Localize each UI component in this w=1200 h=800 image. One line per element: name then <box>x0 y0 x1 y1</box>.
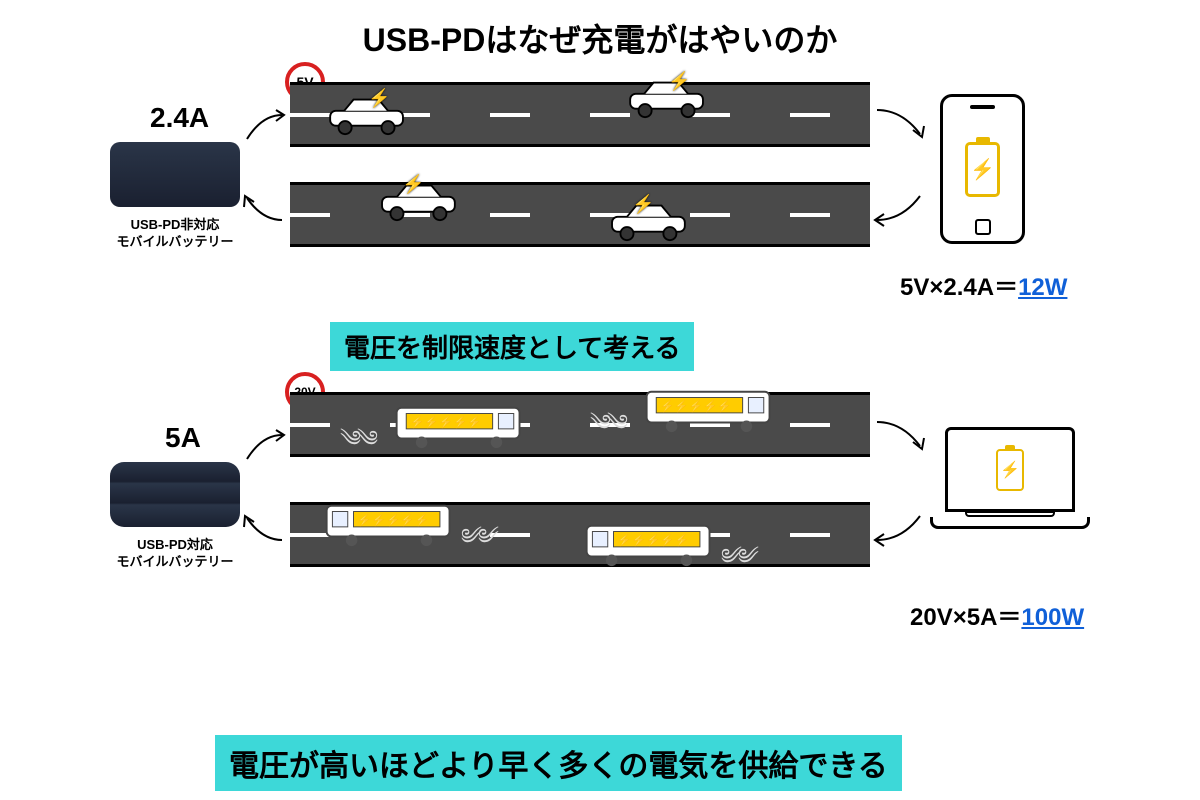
banner-final: 電圧が高いほどより早く多くの電気を供給できる <box>215 735 902 791</box>
battery-pd <box>110 462 240 527</box>
wind-icon: ༄༄ <box>725 532 759 594</box>
bolt-icon: ⚡ <box>402 174 424 195</box>
current-label-top: 2.4A <box>150 102 209 134</box>
battery-charging-icon: ⚡ <box>996 449 1024 491</box>
bolt-icon: ⚡ <box>632 194 654 215</box>
arrow-icon <box>242 510 290 550</box>
battery-charging-icon: ⚡ <box>965 142 1000 197</box>
arrow-icon <box>242 427 290 467</box>
svg-text:⚡⚡⚡⚡⚡: ⚡⚡⚡⚡⚡ <box>617 533 689 547</box>
bus-icon: ⚡⚡⚡⚡⚡ <box>580 520 720 568</box>
arrow-icon <box>242 190 290 230</box>
bus-icon: ⚡⚡⚡⚡⚡ <box>640 386 780 434</box>
battery-non-pd-label: USB-PD非対応 モバイルバッテリー <box>105 217 245 251</box>
current-label-bottom: 5A <box>165 422 201 454</box>
bolt-icon: ⚡ <box>368 88 390 109</box>
equation-12w: 5V×2.4A＝12W <box>900 267 1067 302</box>
laptop-icon: ⚡ <box>930 427 1090 542</box>
arrow-icon <box>872 102 927 142</box>
arrow-icon <box>872 190 927 230</box>
laptop-base <box>930 517 1090 529</box>
road-bottom-1 <box>290 392 870 457</box>
laptop-screen: ⚡ <box>945 427 1075 512</box>
wind-icon: ༄༄ <box>340 414 374 476</box>
arrow-icon <box>872 414 927 454</box>
bolt-icon: ⚡ <box>668 71 690 92</box>
battery-non-pd <box>110 142 240 207</box>
bus-icon: ⚡⚡⚡⚡⚡ <box>320 500 460 548</box>
banner-mid: 電圧を制限速度として考える <box>330 322 694 371</box>
wind-icon: ༄༄ <box>590 398 624 460</box>
bus-icon: ⚡⚡⚡⚡⚡ <box>390 402 530 450</box>
phone-icon: ⚡ <box>940 94 1025 244</box>
equation-100w: 20V×5A＝100W <box>910 597 1084 632</box>
svg-text:⚡⚡⚡⚡⚡: ⚡⚡⚡⚡⚡ <box>357 513 429 527</box>
svg-text:⚡⚡⚡⚡⚡: ⚡⚡⚡⚡⚡ <box>410 415 482 429</box>
battery-pd-label: USB-PD対応 モバイルバッテリー <box>105 537 245 571</box>
lane-dash <box>290 423 870 427</box>
page-title: USB-PDはなぜ充電がはやいのか <box>363 15 838 61</box>
wind-icon: ༄༄ <box>465 512 499 574</box>
arrow-icon <box>242 107 290 147</box>
svg-text:⚡⚡⚡⚡⚡: ⚡⚡⚡⚡⚡ <box>660 399 732 413</box>
arrow-icon <box>872 510 927 550</box>
